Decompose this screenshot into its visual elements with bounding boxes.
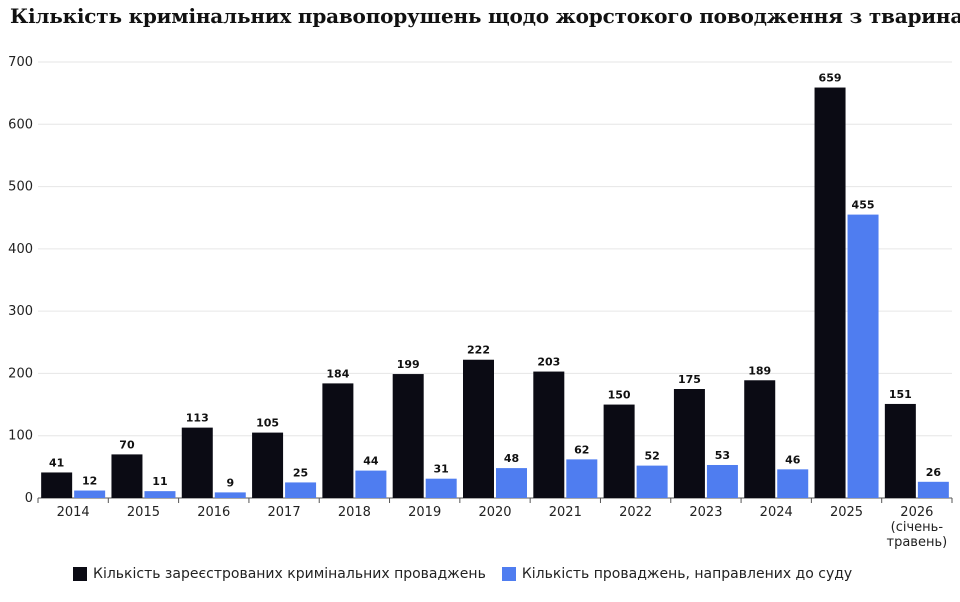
data-label-s0-2015: 70 [119,438,135,451]
x-tick-label-line: 2024 [760,505,793,520]
legend-item-registered[interactable]: Кількість зареєстрованих кримінальних пр… [73,566,486,582]
x-tick-label-line: 2017 [268,505,301,520]
y-tick-label-600: 600 [8,117,33,132]
data-label-s1-2024: 46 [785,453,801,466]
x-tick-label-line: 2015 [127,505,160,520]
bar-s1-2019 [425,478,457,498]
data-label-s1-2025: 455 [852,199,875,212]
x-tick-label-line: 2018 [338,505,371,520]
bar-s1-2021 [566,459,598,498]
data-label-s0-2025: 659 [819,72,842,85]
data-label-s0-2021: 203 [537,356,560,369]
legend-label-court: Кількість проваджень, направлених до суд… [521,566,853,582]
x-tick-label-3: 2017 [268,505,301,520]
x-tick-label-6: 2020 [478,505,511,520]
bar-s1-2025 [847,214,879,498]
data-label-s0-2017: 105 [256,417,279,430]
bar-s0-2024 [744,380,776,498]
data-label-s1-2017: 25 [293,466,308,479]
x-tick-label-line: 2022 [619,505,652,520]
data-label-s0-2016: 113 [186,412,209,425]
x-tick-label-4: 2018 [338,505,371,520]
bar-s1-2023 [706,464,738,498]
bar-s0-2021 [533,371,565,498]
bar-s0-2026 [884,403,916,498]
data-label-s0-2024: 189 [748,364,771,377]
data-label-s1-2022: 52 [644,450,659,463]
legend-swatch-registered [73,567,87,581]
data-label-s0-2018: 184 [326,367,349,380]
data-label-s0-2026: 151 [889,388,912,401]
bar-s0-2022 [603,404,635,498]
x-tick-label-9: 2023 [689,505,722,520]
x-tick-label-0: 2014 [57,505,90,520]
bar-s1-2014 [74,490,106,498]
bar-s1-2022 [636,465,668,498]
bar-s0-2017 [252,432,284,498]
x-tick-label-12: 2026 (січень-травень) [887,505,948,550]
bar-s0-2023 [673,389,705,498]
bar-s1-2018 [355,470,387,498]
bar-s0-2016 [181,427,213,498]
legend-label-registered: Кількість зареєстрованих кримінальних пр… [93,566,486,582]
legend: Кількість зареєстрованих кримінальних пр… [73,566,868,582]
bar-s0-2014 [41,472,73,498]
data-label-s1-2021: 62 [574,443,589,456]
bar-s0-2025 [814,87,846,498]
x-tick-label-8: 2022 [619,505,652,520]
bar-s0-2019 [392,374,424,498]
data-label-s0-2023: 175 [678,373,701,386]
bar-s1-2024 [777,469,809,498]
x-tick-label-2: 2016 [197,505,230,520]
y-tick-label-300: 300 [8,304,33,319]
y-tick-label-400: 400 [8,242,33,257]
x-tick-label-5: 2019 [408,505,441,520]
x-tick-label-line: 2025 [830,505,863,520]
bar-s1-2016 [214,492,246,498]
x-tick-label-line: 2019 [408,505,441,520]
bar-s1-2017 [285,482,317,498]
legend-swatch-court [501,567,516,581]
x-tick-label-line: 2021 [549,505,582,520]
y-tick-label-700: 700 [8,55,33,70]
x-tick-label-line: 2014 [57,505,90,520]
data-label-s0-2019: 199 [397,358,420,371]
data-label-s1-2023: 53 [715,449,730,462]
bar-s0-2015 [111,454,143,498]
data-label-s0-2020: 222 [467,344,490,357]
x-tick-label-1: 2015 [127,505,160,520]
bar-s0-2020 [463,359,494,498]
bar-s1-2020 [496,468,527,498]
data-label-s1-2020: 48 [504,452,519,465]
legend-item-court[interactable]: Кількість проваджень, направлених до суд… [501,566,853,582]
bar-s1-2015 [144,491,176,498]
x-tick-label-line: 2023 [689,505,722,520]
data-label-s1-2015: 11 [152,475,167,488]
x-tick-label-line: 2016 [197,505,230,520]
x-tick-label-10: 2024 [760,505,793,520]
y-tick-label-500: 500 [8,180,33,195]
data-label-s1-2026: 26 [926,466,942,479]
y-tick-label-100: 100 [8,429,33,444]
x-tick-label-line: (січень- [891,520,944,535]
x-tick-label-11: 2025 [830,505,863,520]
data-label-s1-2018: 44 [363,455,379,468]
data-label-s1-2016: 9 [226,476,234,489]
y-tick-label-200: 200 [8,366,33,381]
data-label-s1-2019: 31 [434,463,449,476]
data-label-s1-2014: 12 [82,475,97,488]
y-tick-label-0: 0 [25,491,33,506]
x-tick-label-line: 2020 [478,505,511,520]
chart-title: Кількість кримінальних правопорушень щод… [10,4,960,28]
x-tick-label-7: 2021 [549,505,582,520]
data-label-s0-2014: 41 [49,456,64,469]
x-tick-label-line: травень) [887,535,948,550]
bar-s0-2018 [322,383,354,498]
x-tick-label-line: 2026 [900,505,933,520]
data-label-s0-2022: 150 [608,389,631,402]
bar-s1-2026 [917,481,949,498]
